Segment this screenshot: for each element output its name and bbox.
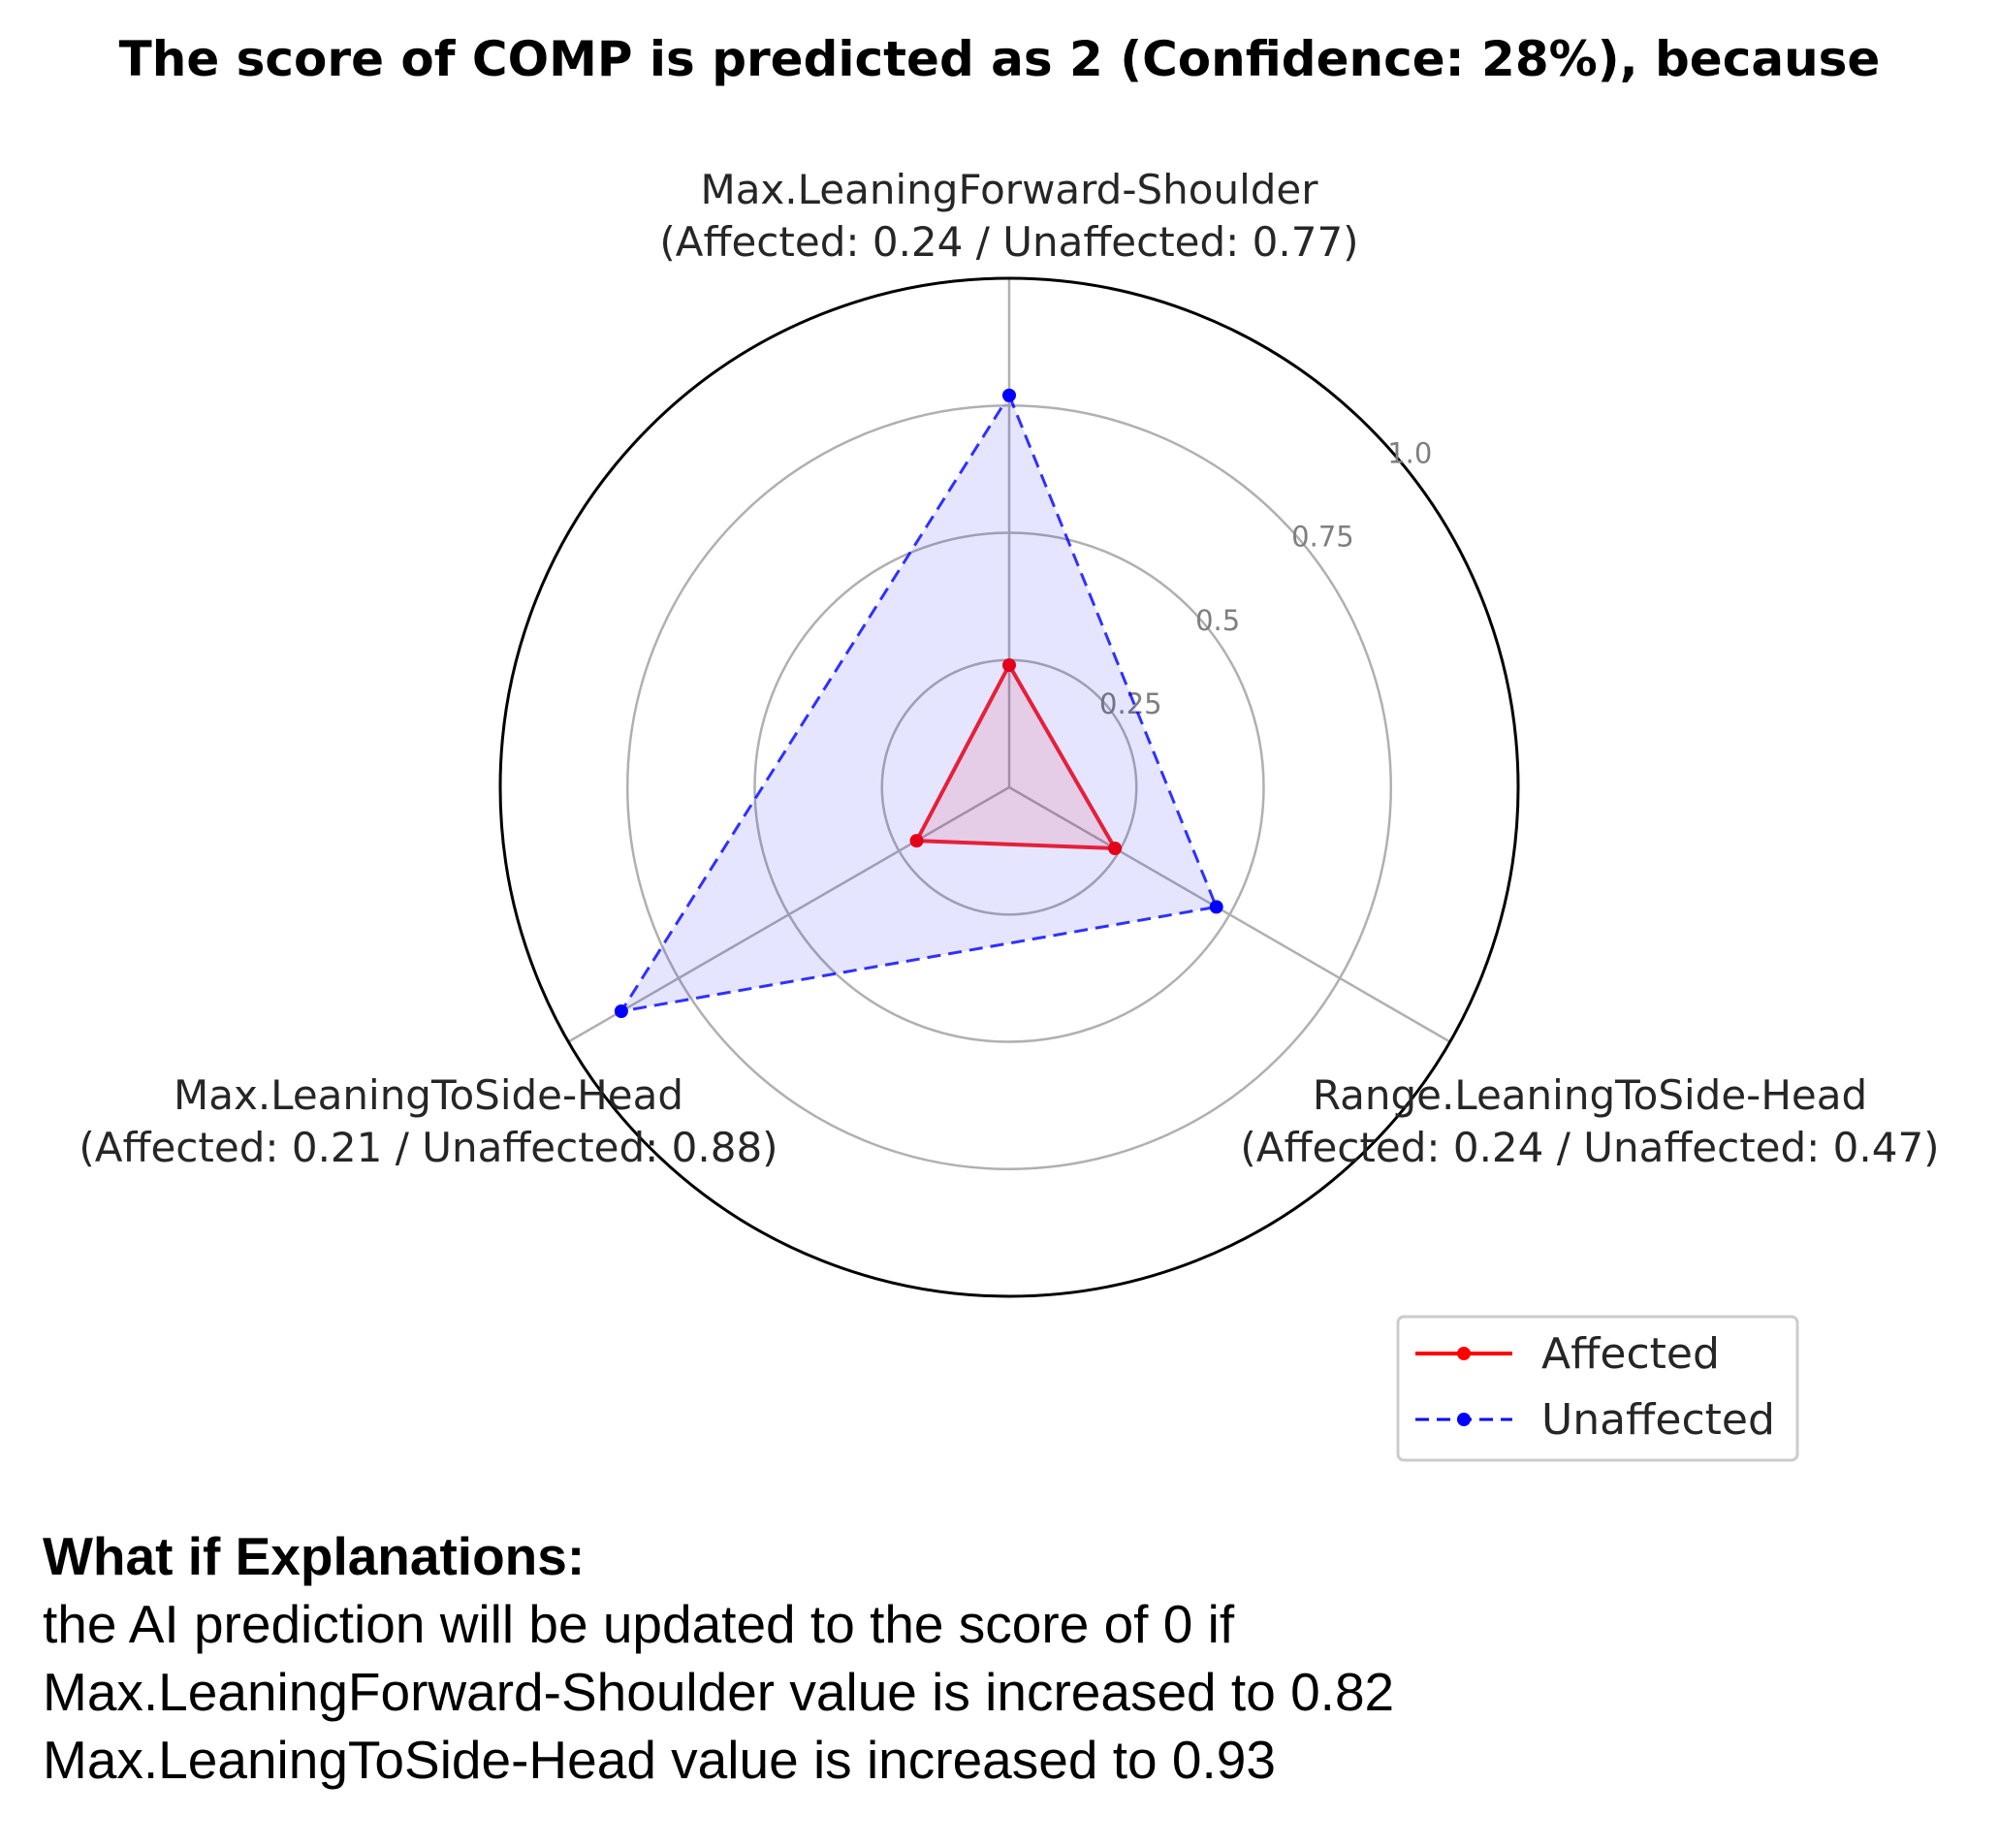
data-point-unaffected bbox=[1209, 900, 1223, 914]
series-line-affected bbox=[913, 660, 1119, 851]
data-point-unaffected bbox=[614, 1004, 628, 1018]
data-point-affected bbox=[909, 834, 924, 848]
grid-spoke bbox=[1008, 785, 1451, 1043]
what-if-explanation: What if Explanations: the AI prediction … bbox=[43, 1522, 1933, 1794]
data-point-affected bbox=[1108, 842, 1123, 855]
explanation-line: Max.LeaningForward-Shoulder value is inc… bbox=[43, 1662, 1395, 1722]
outer-frame bbox=[498, 276, 1520, 1298]
data-point-unaffected bbox=[1002, 388, 1016, 402]
axis-label-detail: (Affected: 0.21 / Unaffected: 0.88) bbox=[79, 1124, 777, 1171]
axis-label-detail: (Affected: 0.24 / Unaffected: 0.47) bbox=[1240, 1124, 1939, 1171]
legend-marker-unaffected bbox=[1457, 1413, 1471, 1426]
grid-spoke bbox=[567, 785, 1010, 1043]
explanation-line: the AI prediction will be updated to the… bbox=[43, 1594, 1235, 1654]
axis-label-name: Range.LeaningToSide-Head bbox=[1313, 1071, 1867, 1119]
axis-labels: Max.LeaningForward-Shoulder (Affected: 0.… bbox=[79, 166, 1939, 1171]
data-point-affected bbox=[1002, 658, 1016, 672]
r-tick-label: 0.5 bbox=[1195, 604, 1240, 637]
r-tick-label: 1.0 bbox=[1387, 437, 1432, 470]
axis-label-name: Max.LeaningToSide-Head bbox=[174, 1071, 683, 1119]
series-fill-unaffected bbox=[620, 395, 1217, 1011]
legend-label: Unaffected bbox=[1541, 1395, 1775, 1445]
axis-label-detail: (Affected: 0.24 / Unaffected: 0.77) bbox=[659, 218, 1358, 266]
legend: Affected Unaffected bbox=[1396, 1315, 1799, 1462]
chart-title: The score of COMP is predicted as 2 (Con… bbox=[119, 31, 1881, 87]
legend-label: Affected bbox=[1541, 1329, 1720, 1379]
radar-series bbox=[614, 388, 1223, 1018]
axis-label-name: Max.LeaningForward-Shoulder bbox=[700, 166, 1318, 213]
series-fill-affected bbox=[916, 665, 1116, 848]
series-line-unaffected bbox=[618, 392, 1219, 1014]
r-tick-label: 0.75 bbox=[1291, 521, 1354, 554]
explanation-heading: What if Explanations: bbox=[43, 1526, 586, 1586]
explanation-line: Max.LeaningToSide-Head value is increase… bbox=[43, 1730, 1276, 1790]
legend-marker-affected bbox=[1457, 1347, 1471, 1360]
